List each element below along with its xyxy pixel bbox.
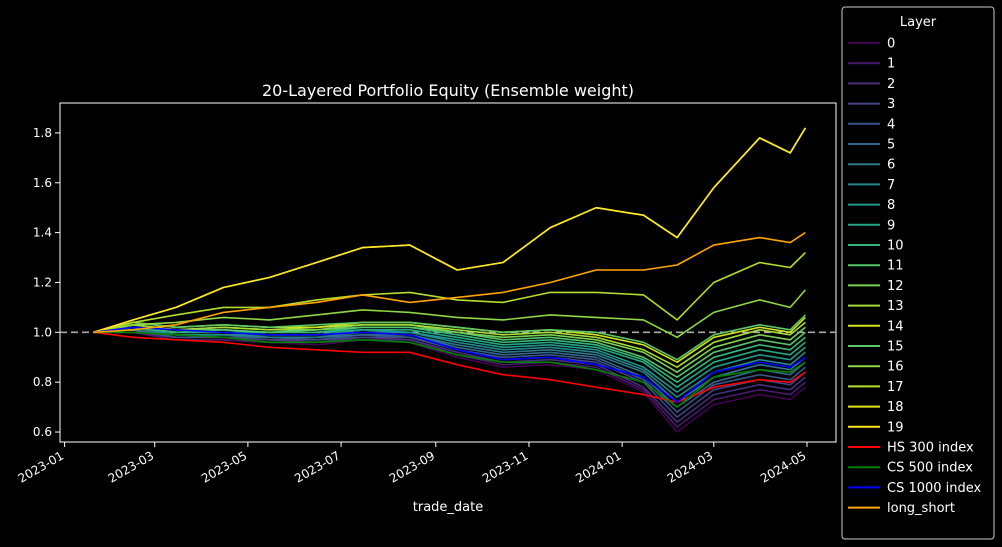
series-lines <box>93 127 807 433</box>
legend-label: CS 500 index <box>887 461 973 476</box>
series-line <box>93 331 806 428</box>
legend-label: 10 <box>887 239 904 254</box>
series-line <box>93 314 806 361</box>
legend-label: CS 1000 index <box>887 481 982 496</box>
series-line <box>93 323 806 379</box>
series-line <box>93 321 806 369</box>
legend-label: 17 <box>887 380 904 395</box>
x-tick-label: 2023-05 <box>199 448 249 485</box>
legend-label: 14 <box>887 319 904 334</box>
legend-label: HS 300 index <box>887 441 974 456</box>
legend-label: 1 <box>887 57 895 72</box>
series-line <box>93 127 807 334</box>
legend-label: 7 <box>887 178 895 193</box>
x-tick-label: 2024-03 <box>665 448 715 485</box>
legend-label: 5 <box>887 138 895 153</box>
legend-label: 4 <box>887 117 895 132</box>
x-tick-label: 2023-01 <box>16 448 66 485</box>
x-axis-label: trade_date <box>413 500 483 515</box>
series-line <box>93 231 806 334</box>
y-tick-label: 1.6 <box>33 176 52 190</box>
y-tick-label: 1.4 <box>33 226 52 240</box>
legend-label: 19 <box>887 420 904 435</box>
legend-label: 13 <box>887 299 904 314</box>
y-tick-label: 1.8 <box>33 126 52 140</box>
x-tick-label: 2023-11 <box>480 448 530 485</box>
series-line <box>93 328 806 413</box>
y-tick-label: 0.8 <box>33 375 52 389</box>
x-axis: 2023-01 2023-03 2023-05 2023-07 2023-09 2023-… <box>16 442 808 486</box>
series-line <box>93 331 806 403</box>
legend-label: 15 <box>887 340 904 355</box>
series-line <box>93 331 806 408</box>
legend-label: 11 <box>887 259 904 274</box>
series-line <box>93 289 807 339</box>
x-tick-label: 2024-01 <box>573 448 623 485</box>
legend-label: 6 <box>887 158 895 173</box>
legend-label: 16 <box>887 360 904 375</box>
legend-box <box>841 6 995 540</box>
y-tick-label: 1.2 <box>33 275 52 289</box>
legend-label: 0 <box>887 37 895 52</box>
legend-label: 9 <box>887 218 895 233</box>
series-line <box>93 326 806 403</box>
legend-label: 3 <box>887 97 895 112</box>
legend-label: 2 <box>887 77 895 92</box>
x-tick-label: 2024-05 <box>758 448 808 485</box>
x-tick-label: 2023-07 <box>292 448 342 485</box>
plot-frame <box>59 102 837 443</box>
y-tick-label: 1.0 <box>33 325 52 339</box>
legend-label: 8 <box>887 198 895 213</box>
series-line <box>93 127 807 334</box>
legend-label: 12 <box>887 279 904 294</box>
legend-label: 18 <box>887 400 904 415</box>
legend-label: long_short <box>887 501 955 516</box>
legend-title: Layer <box>900 15 937 30</box>
x-tick-label: 2023-03 <box>106 448 156 485</box>
series-line <box>93 252 806 334</box>
y-tick-label: 0.6 <box>33 425 52 439</box>
y-axis: 0.6 0.8 1.0 1.2 1.4 1.6 1.8 <box>33 126 60 439</box>
x-tick-label: 2023-09 <box>387 448 437 485</box>
chart-title: 20-Layered Portfolio Equity (Ensemble we… <box>262 81 634 100</box>
